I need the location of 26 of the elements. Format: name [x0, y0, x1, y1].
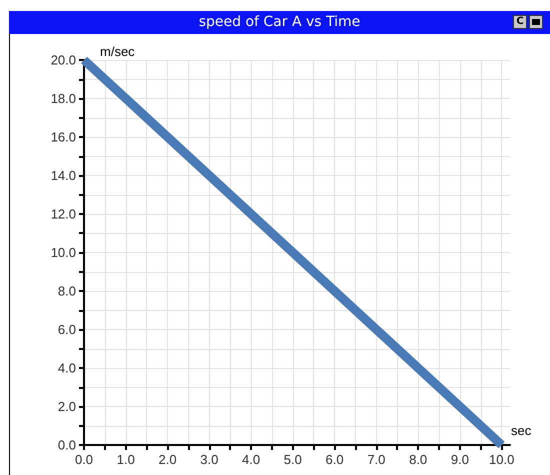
x-tick-label: 3.0 — [200, 452, 218, 467]
x-tick-label: 5.0 — [284, 452, 302, 467]
x-tick-label: 6.0 — [326, 452, 344, 467]
y-axis-title: m/sec — [100, 44, 136, 59]
x-tick-label: 8.0 — [409, 452, 428, 467]
y-tick-label: 18.0 — [50, 91, 76, 106]
y-tick-label: 2.0 — [58, 399, 76, 414]
text: C — [513, 15, 527, 29]
x-tick-label: 9.0 — [450, 452, 469, 467]
x-axis-title: sec — [511, 423, 532, 438]
y-tick-label: 10.0 — [50, 245, 76, 260]
x-tick-label: 1.0 — [116, 452, 135, 467]
y-tick-label: 8.0 — [58, 284, 76, 298]
x-tick-label: 4.0 — [242, 452, 260, 467]
y-tick-label: 20.0 — [50, 52, 76, 68]
y-tick-label: 0.0 — [58, 438, 76, 452]
x-tick-label: 0.0 — [74, 452, 94, 467]
x-tick-label: 10.0 — [488, 452, 514, 467]
y-tick-label: 6.0 — [58, 322, 76, 337]
x-tick-label: 7.0 — [367, 452, 386, 467]
chart-title: speed of Car A vs Time — [198, 14, 360, 30]
y-tick-label: 16.0 — [50, 130, 76, 144]
x-tick-label: 2.0 — [158, 452, 177, 467]
y-tick-label: 14.0 — [50, 168, 76, 183]
y-tick-label: 4.0 — [58, 360, 76, 376]
y-tick-label: 12.0 — [50, 206, 76, 222]
